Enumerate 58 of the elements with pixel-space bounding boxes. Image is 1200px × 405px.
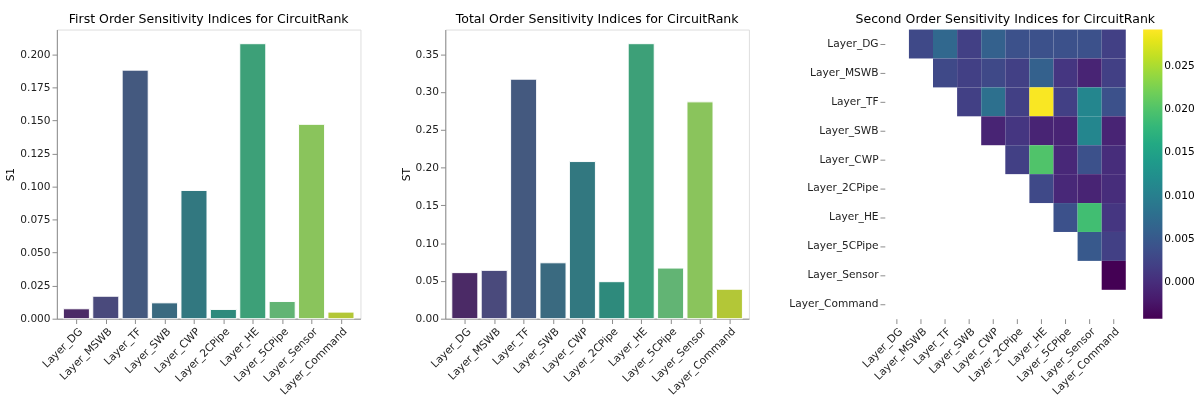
y-tick-label: 0.30 [415,85,440,98]
y-tick-label: Layer_SWB [819,123,879,137]
y-tick-label: 0.125 [20,146,51,159]
bar [715,288,743,320]
y-tick-label: Layer_HE [829,210,879,224]
color-bar-label: 0.000 [1164,275,1195,288]
bar [180,189,208,320]
bar [268,301,296,320]
y-tick-label: Layer_MSWB [810,65,879,79]
bar [510,78,538,320]
color-bar-label: 0.020 [1164,102,1195,115]
bar [327,311,355,320]
y-tick-label: 0.075 [20,212,51,225]
y-tick-label: 0.00 [415,312,440,325]
bar [151,302,179,320]
y-axis-title: ST [399,167,412,182]
y-tick-label: Layer_5CPipe [807,239,879,253]
y-tick-label: 0.025 [20,279,51,292]
y-tick-label: 0.20 [415,160,440,173]
bar [298,123,326,320]
color-bar-label: 0.015 [1164,145,1195,158]
y-tick-label: Layer_Command [789,297,879,311]
bar [686,101,714,320]
bar [92,295,120,320]
y-axis-title: S1 [4,167,17,182]
bar [451,272,479,320]
y-tick-label: 0.05 [415,274,440,287]
chart-title: Second Order Sensitivity Indices for CircuitRank [855,10,1156,26]
bar [539,262,567,320]
bar [121,69,149,320]
y-tick-label: 0.25 [415,123,440,136]
y-tick-label: Layer_TF [831,94,879,108]
y-tick-label: 0.35 [415,47,440,60]
y-tick-label: Layer_Sensor [807,268,880,282]
bar [657,267,685,320]
y-tick-label: Layer_2CPipe [807,181,879,195]
bar [239,43,267,320]
y-tick-label: 0.175 [20,80,51,93]
y-tick-label: 0.150 [20,113,51,126]
color-bar-label: 0.010 [1164,188,1195,201]
color-bar-label: 0.025 [1164,58,1195,71]
y-tick-label: 0.050 [20,245,51,258]
bar [627,43,655,320]
bar [209,308,237,320]
bar [598,281,626,320]
color-bar-label: 0.005 [1164,231,1195,244]
y-tick-label: 0.200 [20,47,51,60]
chart-title: First Order Sensitivity Indices for CircuitRank [68,10,350,26]
y-tick-label: 0.10 [415,236,440,249]
y-tick-label: Layer_CWP [819,152,880,166]
bar [568,161,596,320]
y-tick-label: 0.100 [20,179,51,192]
bar [62,308,90,320]
y-tick-label: 0.000 [20,312,51,325]
y-tick-label: Layer_DG [827,36,879,50]
chart-title: Total Order Sensitivity Indices for CircuitRank [454,10,740,26]
y-tick-label: 0.15 [415,198,440,211]
bar [480,269,508,320]
